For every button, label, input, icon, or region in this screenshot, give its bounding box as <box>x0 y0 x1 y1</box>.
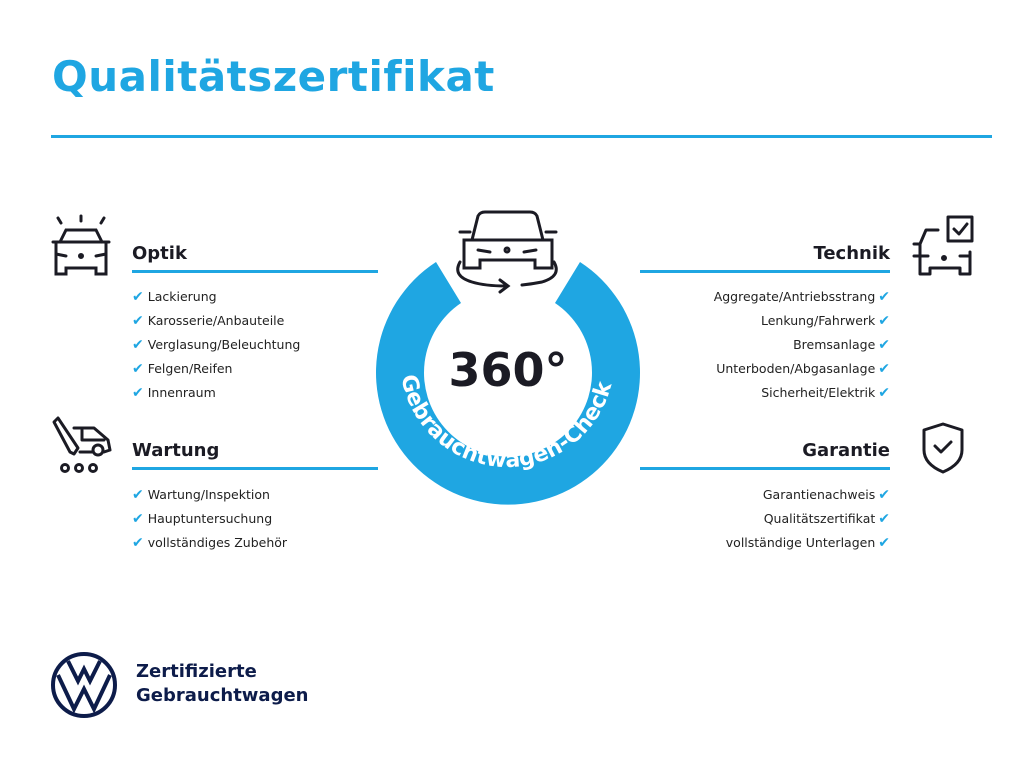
section-divider <box>640 270 890 273</box>
item-label: Sicherheit/Elektrik <box>761 385 876 400</box>
check-icon: ✔ <box>132 535 144 551</box>
shield-check-icon <box>922 422 964 474</box>
item-label: Wartung/Inspektion <box>147 487 270 502</box>
list-item: vollständige Unterlagen ✔ <box>640 531 890 555</box>
section-optik: Optik ✔ Lackierung ✔ Karosserie/Anbauteile ✔… <box>132 243 378 405</box>
check-icon: ✔ <box>132 289 144 305</box>
list-item: Sicherheit/Elektrik ✔ <box>640 381 890 405</box>
list-item: Bremsanlage ✔ <box>640 333 890 357</box>
list-item: ✔ Wartung/Inspektion <box>132 483 378 507</box>
check-icon: ✔ <box>878 385 890 401</box>
item-label: Unterboden/Abgasanlage <box>716 361 876 376</box>
list-item: Unterboden/Abgasanlage ✔ <box>640 357 890 381</box>
check-icon: ✔ <box>878 337 890 353</box>
item-label: Bremsanlage <box>793 337 876 352</box>
item-label: Qualitätszertifikat <box>763 511 876 526</box>
check-icon: ✔ <box>878 535 890 551</box>
brand-label: Zertifizierte Gebrauchtwagen <box>136 660 308 708</box>
item-label: Verglasung/Beleuchtung <box>147 337 301 352</box>
item-label: Garantienachweis <box>762 487 876 502</box>
list-item: ✔ Karosserie/Anbauteile <box>132 309 378 333</box>
item-label: Felgen/Reifen <box>147 361 233 376</box>
check-icon: ✔ <box>132 313 144 329</box>
item-label: Innenraum <box>147 385 216 400</box>
car-rotate-icon <box>456 210 558 294</box>
item-list: ✔ Wartung/Inspektion ✔ Hauptuntersuchung ✔ vo… <box>132 483 378 555</box>
item-label: Lenkung/Fahrwerk <box>761 313 876 328</box>
list-item: Qualitätszertifikat ✔ <box>640 507 890 531</box>
list-item: ✔ vollständiges Zubehör <box>132 531 378 555</box>
page-title: Qualitätszertifikat <box>52 52 495 101</box>
check-icon: ✔ <box>132 361 144 377</box>
list-item: Aggregate/Antriebsstrang ✔ <box>640 285 890 309</box>
check-icon: ✔ <box>132 511 144 527</box>
item-label: vollständige Unterlagen <box>725 535 876 550</box>
list-item: Lenkung/Fahrwerk ✔ <box>640 309 890 333</box>
item-list: Aggregate/Antriebsstrang ✔ Lenkung/Fahrwer… <box>640 285 890 405</box>
item-label: Aggregate/Antriebsstrang <box>713 289 876 304</box>
section-wartung: Wartung ✔ Wartung/Inspektion ✔ Hauptuntersu… <box>132 440 378 555</box>
section-divider <box>132 270 378 273</box>
check-icon: ✔ <box>132 385 144 401</box>
brand-line-1: Zertifizierte <box>136 661 257 682</box>
car-checkbox-icon <box>912 215 974 276</box>
item-list: ✔ Lackierung ✔ Karosserie/Anbauteile ✔ Vergla… <box>132 285 378 405</box>
check-icon: ✔ <box>878 361 890 377</box>
section-heading: Technik <box>813 243 890 264</box>
brand-line-2: Gebrauchtwagen <box>136 685 309 706</box>
360-check-badge: Gebrauchtwagen-Check 360° <box>376 210 640 505</box>
list-item: Garantienachweis ✔ <box>640 483 890 507</box>
item-label: Karosserie/Anbauteile <box>147 313 285 328</box>
check-icon: ✔ <box>132 337 144 353</box>
section-heading: Wartung <box>132 440 220 461</box>
check-icon: ✔ <box>878 289 890 305</box>
car-lights-icon <box>51 214 111 276</box>
item-label: vollständiges Zubehör <box>147 535 288 550</box>
list-item: ✔ Lackierung <box>132 285 378 309</box>
item-list: Garantienachweis ✔ Qualitätszertifikat ✔ vol… <box>640 483 890 555</box>
section-technik: Technik Aggregate/Antriebsstrang ✔ Lenkung… <box>640 243 890 405</box>
list-item: ✔ Verglasung/Beleuchtung <box>132 333 378 357</box>
service-truck-icon <box>52 416 112 473</box>
check-icon: ✔ <box>878 511 890 527</box>
list-item: ✔ Felgen/Reifen <box>132 357 378 381</box>
ring <box>376 262 640 505</box>
vw-logo <box>51 652 117 718</box>
check-icon: ✔ <box>878 313 890 329</box>
item-label: Lackierung <box>147 289 217 304</box>
section-heading: Garantie <box>802 440 890 461</box>
title-divider <box>51 135 992 138</box>
section-garantie: Garantie Garantienachweis ✔ Qualitätszerti… <box>640 440 890 555</box>
section-divider <box>132 467 378 470</box>
list-item: ✔ Hauptuntersuchung <box>132 507 378 531</box>
360-label: 360° <box>448 343 567 397</box>
section-heading: Optik <box>132 243 187 264</box>
check-icon: ✔ <box>878 487 890 503</box>
section-divider <box>640 467 890 470</box>
item-label: Hauptuntersuchung <box>147 511 273 526</box>
check-icon: ✔ <box>132 487 144 503</box>
list-item: ✔ Innenraum <box>132 381 378 405</box>
